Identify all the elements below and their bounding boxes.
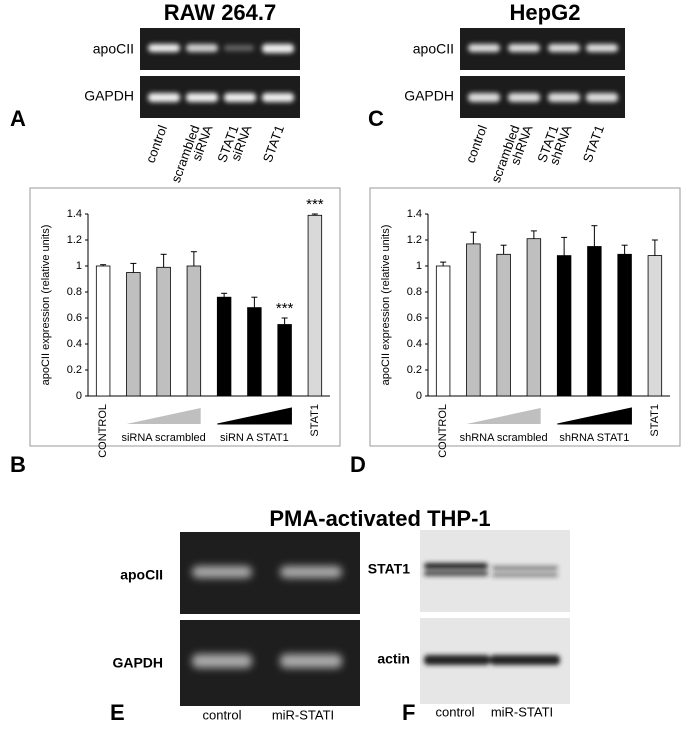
row-label: actin [377,651,410,667]
panel-letter: D [350,452,366,477]
lane-label: STAT1 [260,123,287,164]
bar [186,265,202,397]
panel-title: RAW 264.7 [164,0,277,25]
lane-label: STAT1 [580,123,607,164]
y-tick-label: 1.2 [67,234,82,246]
bar [95,265,111,397]
y-tick-label: 1.4 [67,208,82,220]
wedge [466,408,541,424]
lane-label: control [202,707,241,722]
panel-letter: E [110,700,125,725]
y-tick-label: 0 [416,390,422,402]
x-tick-label: CONTROL [437,404,449,458]
row-label: STAT1 [368,561,410,577]
lane-label: miR-STATI [491,704,553,719]
y-tick-label: 0 [76,390,82,402]
wedge [126,408,201,424]
chart-frame [369,187,681,447]
panel-title: PMA-activated THP-1 [269,506,490,531]
wedge [217,407,292,425]
group-label: shRNA scrambled [460,432,548,444]
annotation: *** [276,300,294,317]
row-label: GAPDH [112,655,163,671]
panel-title: HepG2 [510,0,581,25]
y-tick-label: 1 [76,260,82,272]
bar [247,307,262,397]
panel-letter: A [10,106,26,131]
blot [420,530,570,704]
bar [587,246,602,397]
bar [216,296,232,397]
chart-frame [29,187,341,447]
bar [526,238,542,397]
gel [460,28,625,118]
bar [307,214,323,397]
y-tick-label: 1.4 [407,208,422,220]
y-tick-label: 0.4 [67,338,82,350]
gel [180,532,360,706]
bar [435,265,451,397]
lane-label: control [435,704,474,719]
y-tick-label: 0.8 [67,286,82,298]
row-label: apoCII [413,41,454,57]
y-axis-label: apoCII expression (relative units) [380,225,392,386]
bar [617,253,632,397]
panel-letter: F [402,700,415,725]
x-tick-label: STAT1 [649,404,661,437]
annotation: *** [306,196,324,213]
gel [140,28,300,118]
bar [277,324,292,397]
y-tick-label: 0.4 [407,338,422,350]
y-tick-label: 0.6 [407,312,422,324]
panel-letter: B [10,452,26,477]
panel-letter: C [368,106,384,131]
x-tick-label: CONTROL [97,404,109,458]
bar [556,255,572,397]
bar [126,272,141,397]
wedge [557,407,632,425]
y-tick-label: 0.6 [67,312,82,324]
y-tick-label: 0.2 [67,364,82,376]
lane-label: miR-STATI [272,707,334,722]
row-label: GAPDH [404,88,454,104]
row-label: GAPDH [84,88,134,104]
lane-label: control [463,123,490,165]
y-tick-label: 0.8 [407,286,422,298]
row-label: apoCII [120,567,163,583]
group-label: siRN A STAT1 [220,432,289,444]
y-tick-label: 1.2 [407,234,422,246]
bar [647,255,663,397]
x-tick-label: STAT1 [309,404,321,437]
row-label: apoCII [93,41,134,57]
y-tick-label: 1 [416,260,422,272]
group-label: siRNA scrambled [121,432,205,444]
bar [496,253,511,397]
group-label: shRNA STAT1 [559,432,629,444]
y-axis-label: apoCII expression (relative units) [40,225,52,386]
lane-label: control [143,123,170,165]
y-tick-label: 0.2 [407,364,422,376]
bar [466,243,481,397]
bar [156,266,171,397]
